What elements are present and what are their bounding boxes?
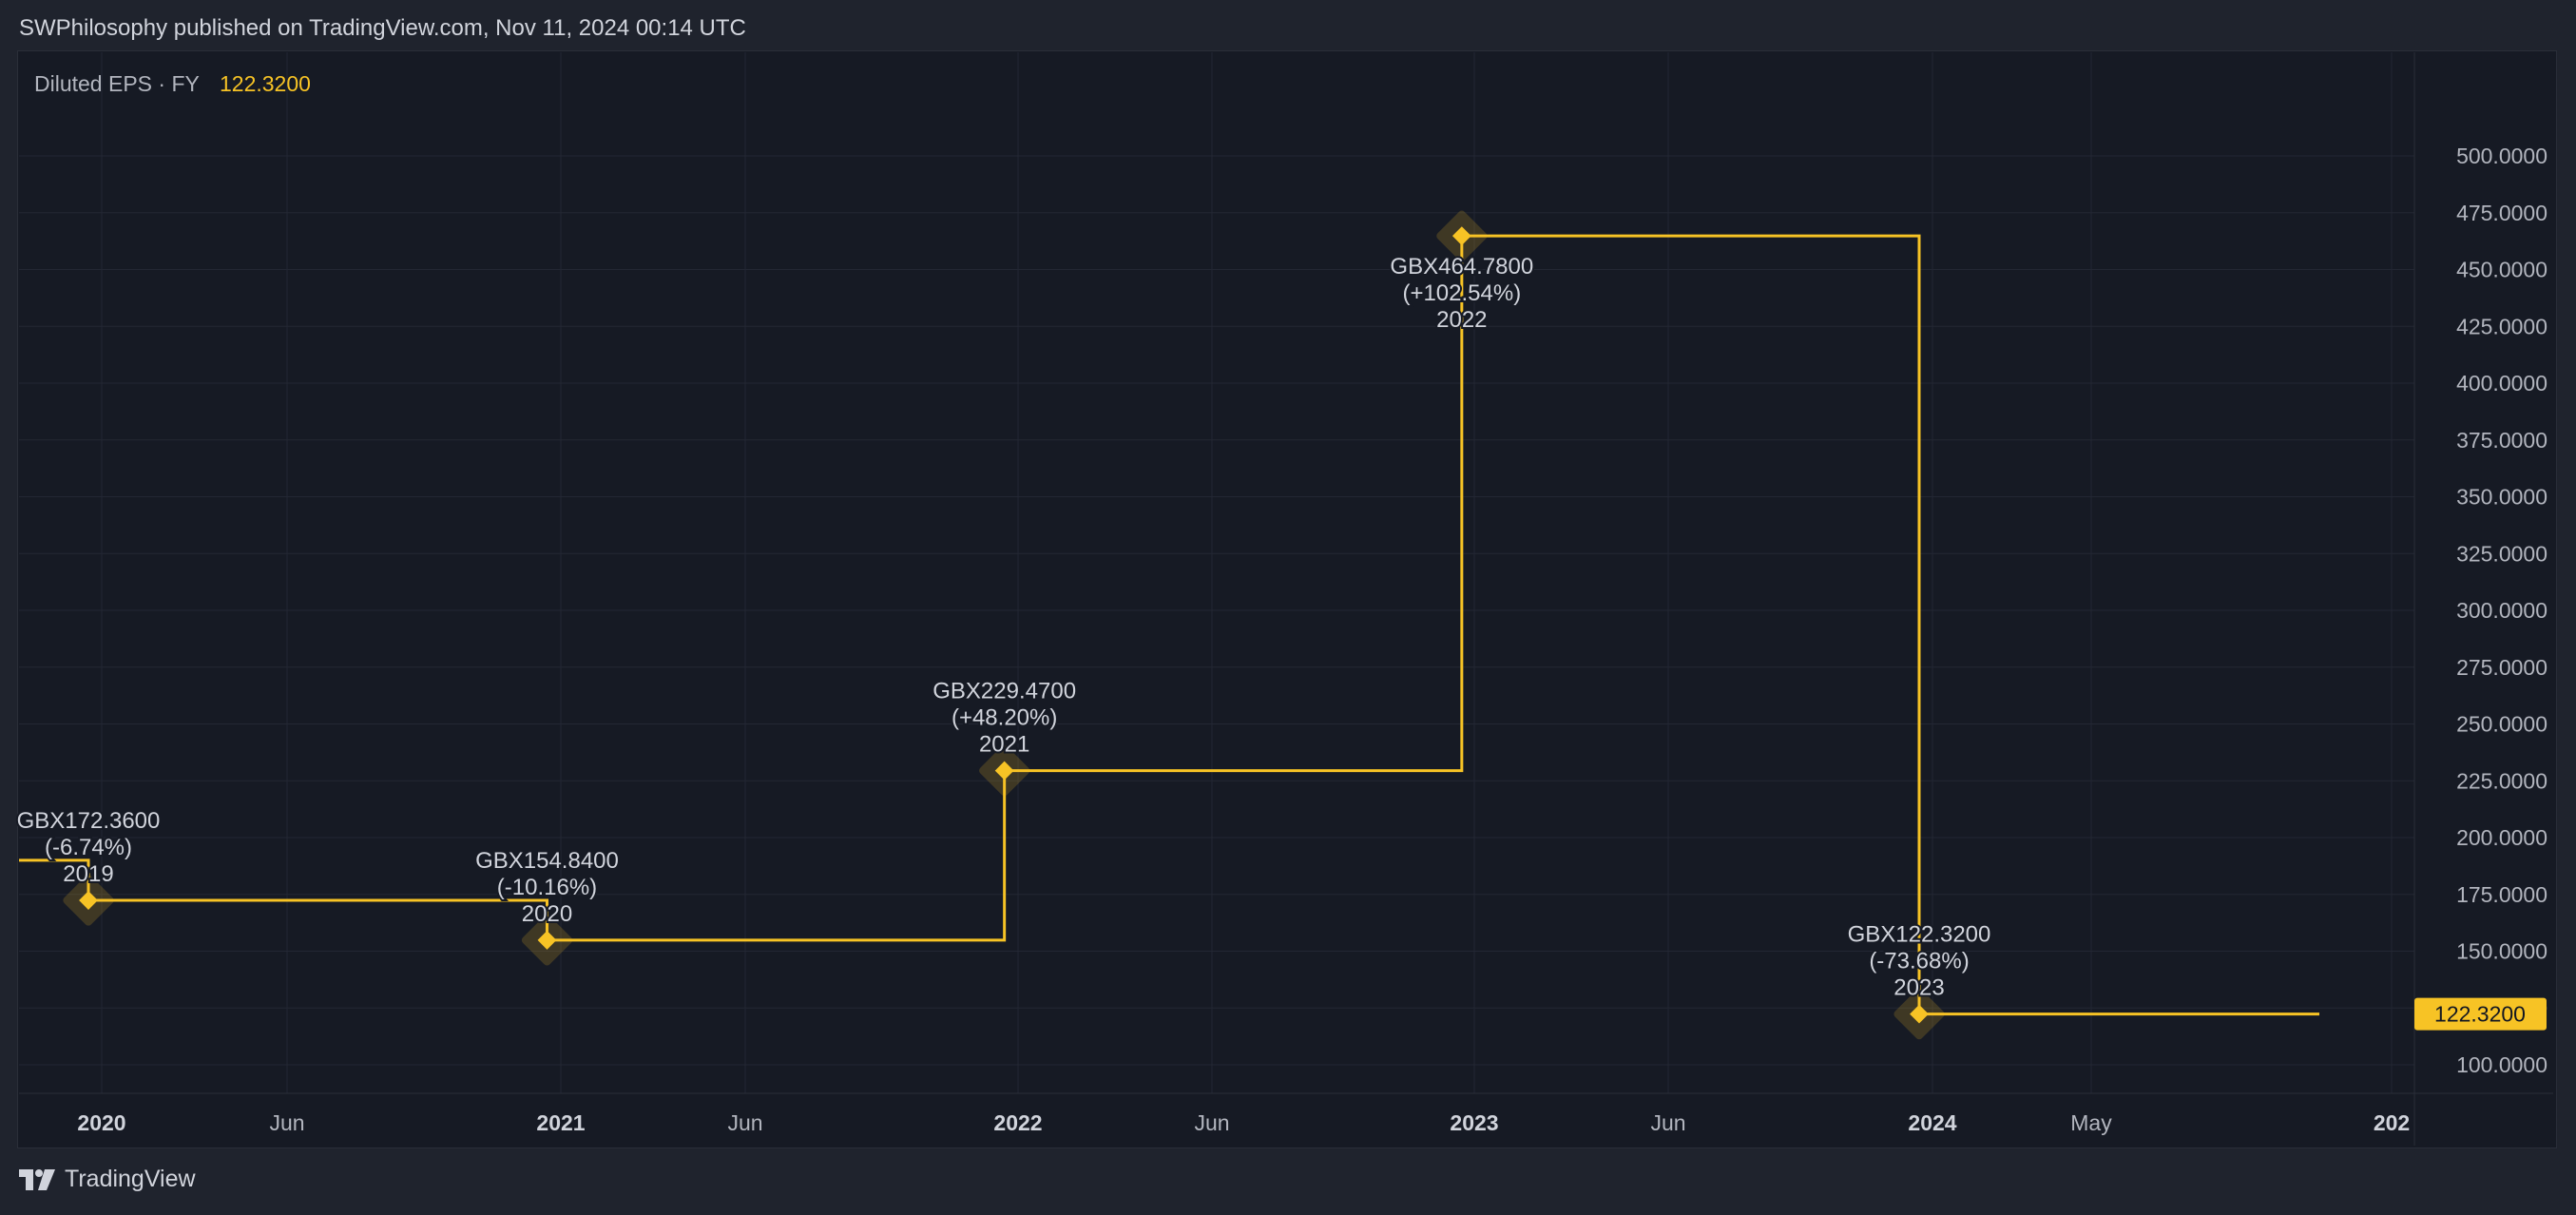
y-tick-label: 475.0000 [2456, 201, 2547, 225]
x-tick-label: 202 [2374, 1110, 2410, 1135]
y-tick-label: 325.0000 [2456, 541, 2547, 566]
y-tick-label: 275.0000 [2456, 655, 2547, 680]
y-tick-label: 100.0000 [2456, 1052, 2547, 1077]
point-label: GBX172.3600 [17, 808, 161, 834]
y-tick-label: 350.0000 [2456, 485, 2547, 510]
y-tick-label: 450.0000 [2456, 258, 2547, 282]
y-tick-label: 425.0000 [2456, 314, 2547, 338]
publish-info: SWPhilosophy published on TradingView.co… [19, 15, 746, 41]
x-tick-label: Jun [727, 1110, 762, 1135]
point-marker [1910, 1004, 1929, 1024]
point-label: 2020 [522, 901, 572, 927]
point-label: GBX154.8400 [475, 848, 619, 874]
y-tick-label: 225.0000 [2456, 768, 2547, 793]
y-tick-label: 375.0000 [2456, 428, 2547, 453]
point-label: (+48.20%) [952, 705, 1057, 731]
tradingview-logo-icon[interactable] [19, 1168, 57, 1190]
data-point-2021: GBX229.4700(+48.20%)2021 [931, 677, 1078, 797]
footer-brand[interactable]: TradingView [65, 1166, 196, 1192]
x-tick-label: Jun [1650, 1110, 1685, 1135]
point-label: 2021 [979, 732, 1029, 758]
y-tick-label: 200.0000 [2456, 825, 2547, 850]
y-tick-label: 175.0000 [2456, 882, 2547, 907]
grid-lines [19, 52, 2553, 1146]
point-marker [537, 931, 557, 950]
badge-box [2414, 997, 2547, 1031]
x-tick-label: 2022 [993, 1110, 1042, 1135]
y-tick-label: 150.0000 [2456, 939, 2547, 964]
data-points: GBX172.3600(-6.74%)2019 GBX154.8400(-10.1… [15, 210, 1992, 1040]
data-point-2023: GBX122.3200(-73.68%)2023 [1846, 920, 1992, 1040]
point-label: GBX464.7800 [1390, 254, 1533, 280]
point-label: (-6.74%) [45, 835, 132, 860]
x-tick-label: 2023 [1450, 1110, 1498, 1135]
y-tick-label: 300.0000 [2456, 598, 2547, 623]
x-tick-label: 2021 [536, 1110, 585, 1135]
series-line [19, 234, 2319, 1016]
legend-label: Diluted EPS · FY [34, 71, 200, 96]
point-label: (+102.54%) [1402, 280, 1521, 306]
point-label: GBX122.3200 [1848, 922, 1991, 948]
point-label: 2023 [1894, 975, 1944, 1001]
eps-chart[interactable]: 500.0000 475.0000 450.0000 425.0000 400.0000… [0, 0, 2576, 1150]
data-point-2020: GBX154.8400(-10.16%)2020 [473, 846, 621, 966]
y-tick-label: 250.0000 [2456, 712, 2547, 737]
point-marker [994, 761, 1014, 781]
point-label: (-10.16%) [497, 875, 597, 900]
point-label: 2022 [1436, 307, 1487, 333]
legend-value: 122.3200 [220, 71, 311, 96]
x-tick-label: May [2070, 1110, 2112, 1135]
data-point-2022: GBX464.7800(+102.54%)2022 [1388, 210, 1535, 335]
x-axis: 2020 Jun 2021 Jun 2022 Jun 2023 Jun 2024 May 202 [77, 1110, 2410, 1135]
point-label: 2019 [63, 861, 113, 887]
footer: TradingView [19, 1166, 196, 1193]
y-tick-label: 500.0000 [2456, 144, 2547, 168]
x-tick-label: 2020 [77, 1110, 125, 1135]
data-point-2019: GBX172.3600(-6.74%)2019 [15, 806, 162, 926]
point-label: (-73.68%) [1869, 949, 1969, 974]
x-tick-label: Jun [1194, 1110, 1229, 1135]
y-tick-label: 400.0000 [2456, 371, 2547, 395]
point-label: GBX229.4700 [932, 679, 1076, 704]
legend: Diluted EPS · FY 122.3200 [34, 71, 311, 96]
chart-panel[interactable] [17, 50, 2557, 1148]
y-axis: 500.0000 475.0000 450.0000 425.0000 400.0000… [2456, 144, 2547, 1077]
point-marker [1451, 226, 1471, 246]
badge-text: 122.3200 [2434, 1002, 2526, 1027]
last-value-badge: 122.3200 [2414, 997, 2547, 1031]
x-tick-label: Jun [269, 1110, 304, 1135]
series-eps [19, 234, 2319, 1016]
x-tick-label: 2024 [1908, 1110, 1956, 1135]
